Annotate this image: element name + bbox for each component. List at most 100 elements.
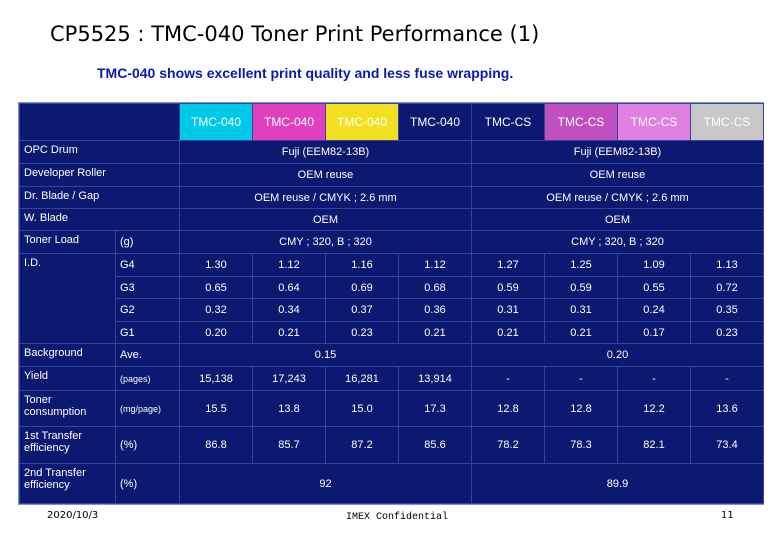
data-cell: 15.0 [325, 390, 399, 427]
row-label: Developer Roller [19, 163, 180, 187]
data-cell: 1.25 [544, 253, 618, 277]
slide-subtitle: TMC-040 shows excellent print quality an… [97, 65, 514, 81]
page-number: 11 [721, 510, 734, 521]
row-unit: G1 [115, 321, 180, 344]
row-unit: (g) [115, 230, 180, 254]
data-cell: 0.59 [544, 276, 618, 299]
column-header: TMC-040 [179, 103, 253, 141]
data-cell: OEM [179, 208, 472, 231]
data-cell: 0.20 [471, 343, 764, 367]
row-unit: G4 [115, 253, 180, 277]
data-cell: - [617, 366, 691, 391]
table-row: Toner consumption (mg/page) 15.5 13.8 15.0 17… [19, 390, 764, 427]
data-cell: 73.4 [690, 426, 764, 464]
data-cell: CMY ; 320, B ; 320 [179, 230, 472, 254]
row-unit: (%) [115, 463, 180, 504]
data-cell: 13.6 [690, 390, 764, 427]
data-cell: 0.34 [252, 298, 326, 322]
data-cell: 15,138 [179, 366, 253, 391]
data-cell: 0.32 [179, 298, 253, 322]
table-row: 1st Transfer efficiency (%) 86.8 85.7 87.2 85… [19, 426, 764, 464]
row-unit: (mg/page) [115, 390, 180, 427]
data-cell: 0.65 [179, 276, 253, 299]
data-cell: 12.2 [617, 390, 691, 427]
data-cell: 89.9 [471, 463, 764, 504]
data-cell: 0.15 [179, 343, 472, 367]
data-cell: 0.31 [471, 298, 545, 322]
data-cell: 1.09 [617, 253, 691, 277]
data-cell: OEM reuse / CMYK ; 2.6 mm [179, 186, 472, 209]
data-cell: 1.16 [325, 253, 399, 277]
table-row: G2 0.32 0.34 0.37 0.36 0.31 0.31 0.24 0.35 [20, 298, 764, 322]
data-cell: 0.21 [471, 321, 545, 344]
data-cell: 13,914 [398, 366, 472, 391]
data-cell: 0.20 [179, 321, 253, 344]
row-label: Toner consumption [19, 390, 116, 427]
column-header: TMC-CS [617, 103, 691, 141]
data-cell: 82.1 [617, 426, 691, 464]
data-cell: 0.55 [617, 276, 691, 299]
data-cell: 0.68 [398, 276, 472, 299]
data-cell: 17.3 [398, 390, 472, 427]
table-row: W. Blade OEM OEM [19, 208, 764, 231]
data-cell: 0.31 [544, 298, 618, 322]
data-cell: - [471, 366, 545, 391]
data-cell: 17,243 [252, 366, 326, 391]
data-cell: OEM [471, 208, 764, 231]
data-cell: 0.23 [325, 321, 399, 344]
table-row: Yield (pages) 15,138 17,243 16,281 13,914- - - - [19, 366, 764, 391]
data-cell: 13.8 [252, 390, 326, 427]
data-cell: 0.35 [690, 298, 764, 322]
row-unit: G2 [115, 298, 180, 322]
data-cell: 12.8 [544, 390, 618, 427]
data-cell: 78.3 [544, 426, 618, 464]
row-label: Background [19, 343, 116, 367]
data-cell: 0.23 [690, 321, 764, 344]
row-label: Yield [19, 366, 116, 391]
data-cell: 87.2 [325, 426, 399, 464]
row-label: W. Blade [19, 208, 180, 231]
data-cell: Fuji (EEM82-13B) [471, 140, 764, 164]
data-cell: 1.13 [690, 253, 764, 277]
column-header: TMC-040 [325, 103, 399, 141]
data-cell: Fuji (EEM82-13B) [179, 140, 472, 164]
data-cell: 85.7 [252, 426, 326, 464]
data-cell: 0.21 [544, 321, 618, 344]
data-cell: 1.12 [398, 253, 472, 277]
data-cell: 1.27 [471, 253, 545, 277]
data-cell: 1.12 [252, 253, 326, 277]
data-cell: 86.8 [179, 426, 253, 464]
data-cell: 0.24 [617, 298, 691, 322]
data-cell: 92 [179, 463, 472, 504]
data-cell: 0.69 [325, 276, 399, 299]
data-cell: 0.37 [325, 298, 399, 322]
column-header: TMC-040 [398, 103, 472, 141]
table-row: Dr. Blade / Gap OEM reuse / CMYK ; 2.6 mm… [19, 186, 764, 209]
data-cell: 0.36 [398, 298, 472, 322]
table-row: Toner Load (g) CMY ; 320, B ; 320 CMY ; 320… [19, 230, 764, 254]
corner-cell [19, 103, 180, 141]
table-row: G1 0.20 0.21 0.23 0.21 0.21 0.21 0.17 0.23 [20, 321, 764, 344]
data-cell: OEM reuse [471, 163, 764, 187]
column-header: TMC-CS [544, 103, 618, 141]
row-label: 1st Transfer efficiency [19, 426, 116, 464]
data-cell: 16,281 [325, 366, 399, 391]
row-label: Toner Load [19, 230, 116, 254]
table-row: Developer Roller OEM reuse OEM reuse [19, 163, 764, 187]
data-cell: - [690, 366, 764, 391]
column-header: TMC-CS [690, 103, 764, 141]
row-unit: Ave. [115, 343, 180, 367]
data-cell: OEM reuse [179, 163, 472, 187]
row-label: Dr. Blade / Gap [19, 186, 180, 209]
data-cell: 78.2 [471, 426, 545, 464]
table-row: G3 0.65 0.64 0.69 0.68 0.59 0.59 0.55 0.72 [20, 276, 764, 299]
row-label: 2nd Transfer efficiency [19, 463, 116, 504]
table-row: I.D. G4 1.30 1.12 1.16 1.12 1.27 1.25 1.09 1.13 [19, 253, 764, 344]
column-header: TMC-CS [471, 103, 545, 141]
data-cell: 0.59 [471, 276, 545, 299]
header-row: TMC-040 TMC-040 TMC-040 TMC-040 TMC-CS TMC-CS… [19, 103, 764, 141]
table-row: 2nd Transfer efficiency (%) 92 89.9 [19, 463, 764, 504]
data-cell: 85.6 [398, 426, 472, 464]
data-cell: OEM reuse / CMYK ; 2.6 mm [471, 186, 764, 209]
